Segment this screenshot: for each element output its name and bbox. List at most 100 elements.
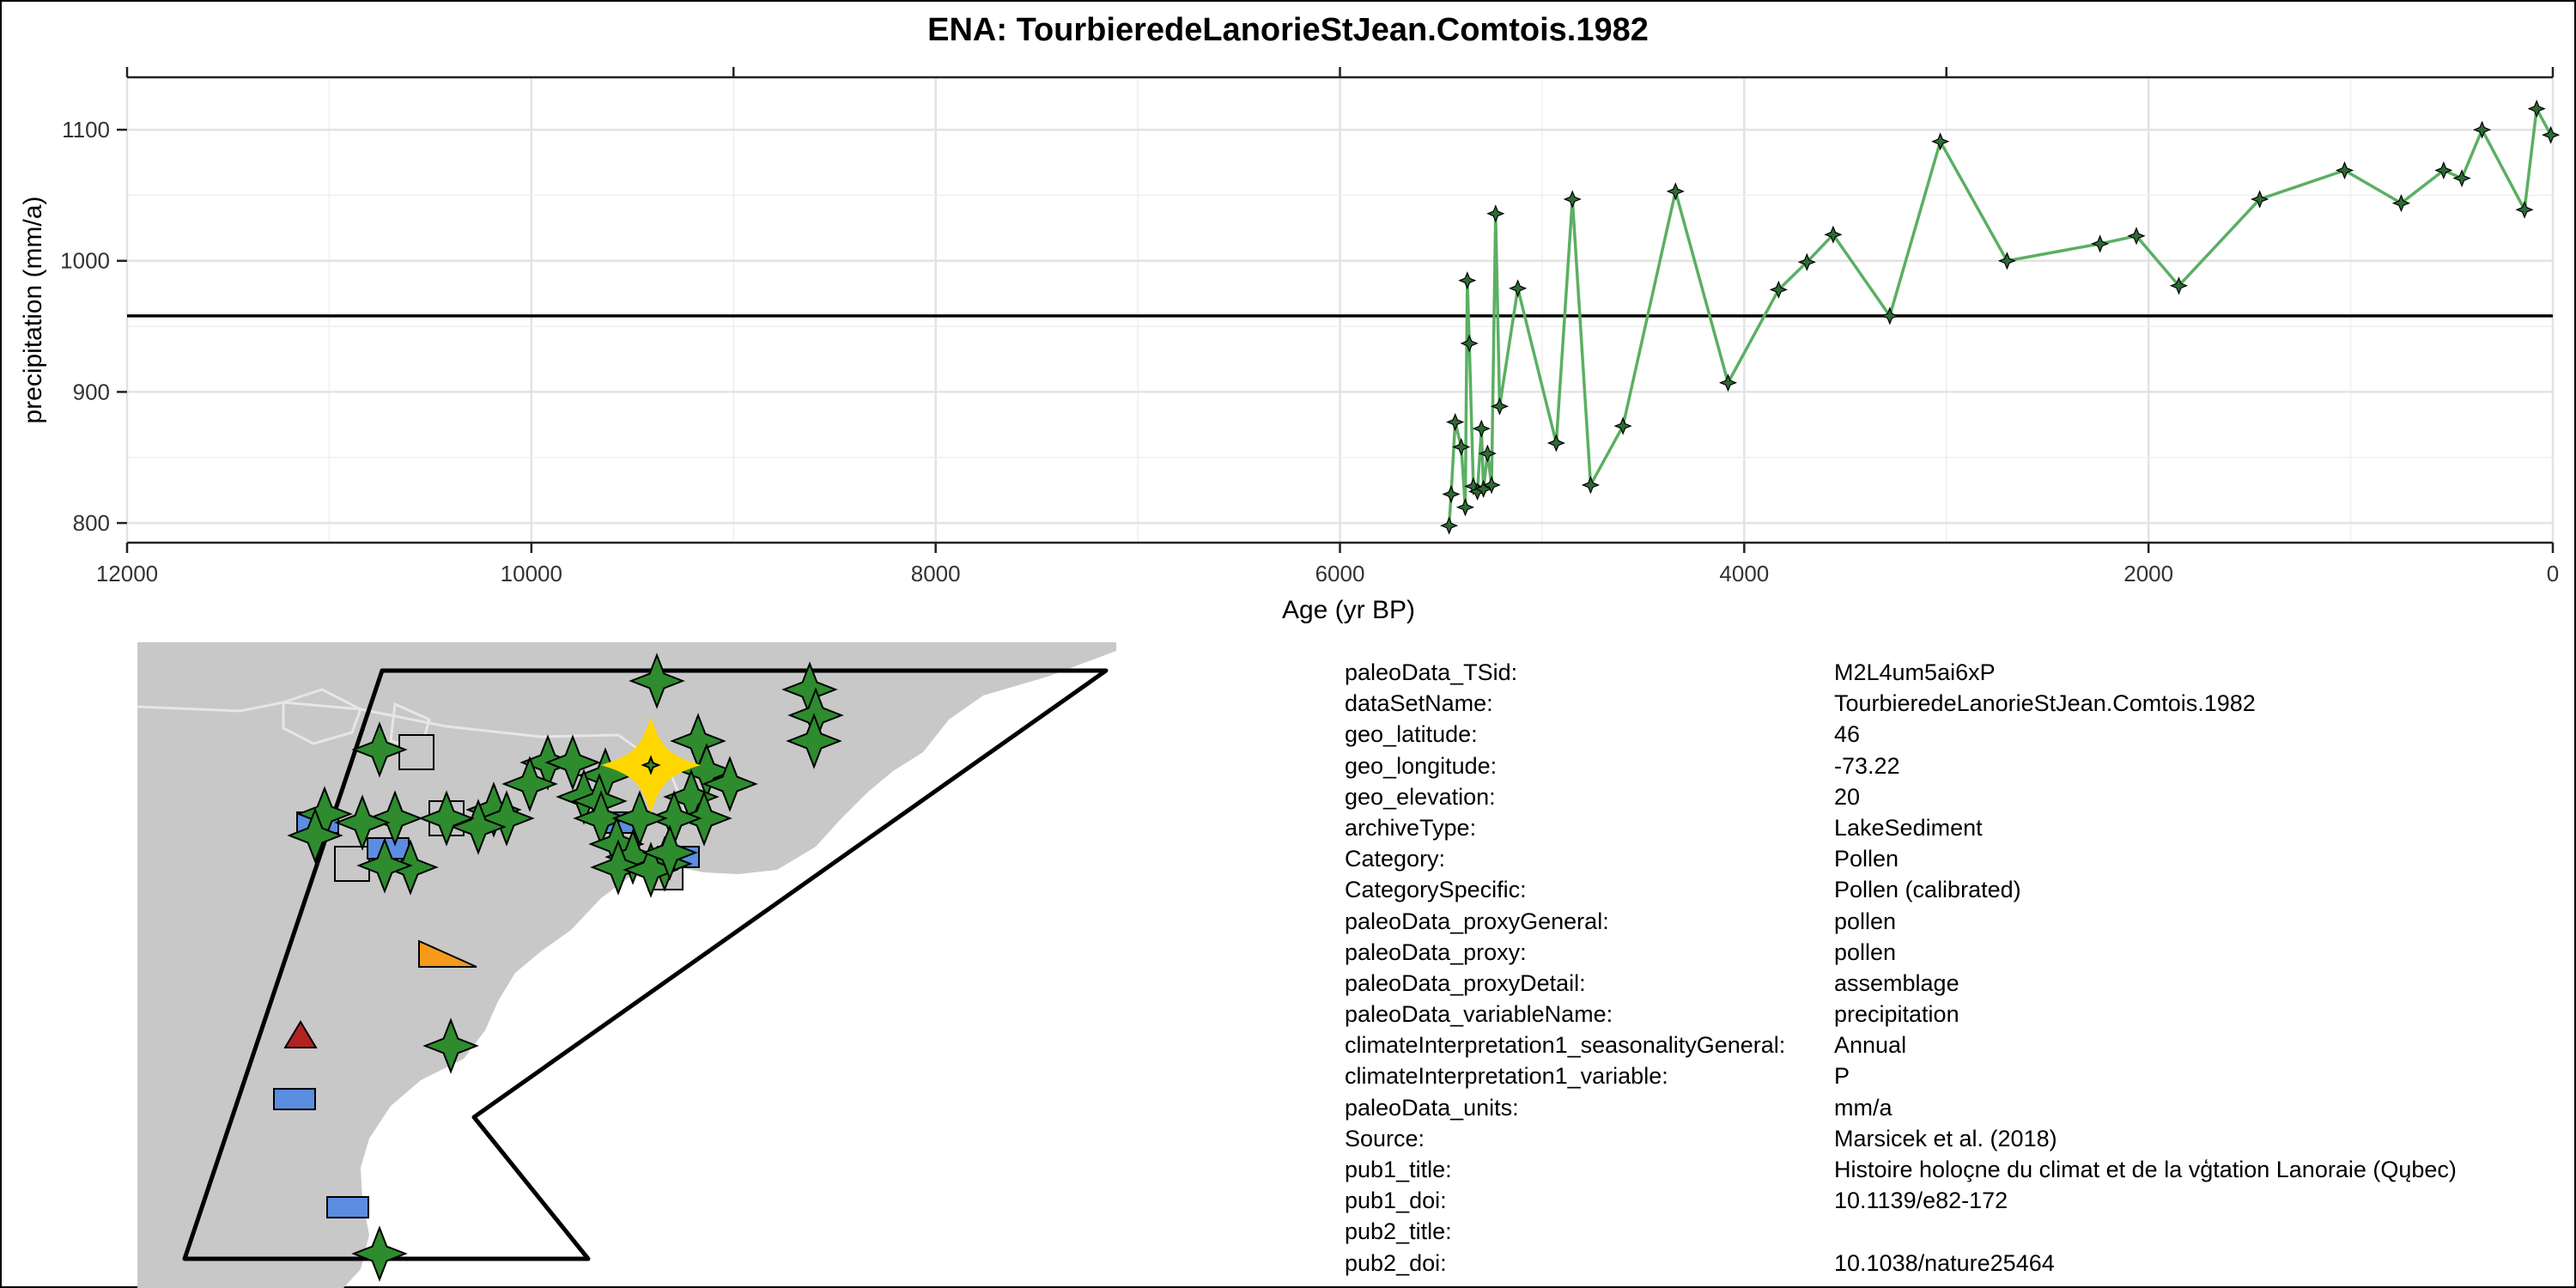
info-key: Category: [1345, 846, 1446, 872]
pollen-site-marker [356, 837, 413, 894]
lake-site-marker [326, 1196, 369, 1218]
data-point [1486, 204, 1505, 223]
data-point [1440, 516, 1459, 535]
info-value: Pollen [1834, 846, 1899, 872]
info-row: archiveType: LakeSediment [1345, 812, 2564, 843]
data-point [1472, 419, 1491, 438]
info-row: paleoData_proxyGeneral: pollen [1345, 906, 2564, 937]
info-key: dataSetName: [1345, 690, 1493, 717]
info-value: M2L4um5ai6xP [1834, 659, 1996, 685]
data-point [2527, 100, 2546, 118]
info-value: pollen [1834, 908, 1897, 934]
data-point [1452, 437, 1471, 457]
info-key: pub2_title: [1345, 1218, 1452, 1245]
info-key: paleoData_proxy: [1345, 939, 1527, 965]
data-point [2127, 227, 2146, 246]
x-axis-label: Age (yr BP) [1282, 596, 1415, 624]
info-key: paleoData_proxyGeneral: [1345, 908, 1609, 934]
info-key: archiveType: [1345, 814, 1477, 841]
x-tick-label: 12000 [96, 561, 158, 586]
y-axis-label: precipitation (mm/a) [19, 196, 47, 423]
pollen-site-marker [334, 794, 391, 851]
x-tick-label: 4000 [1719, 561, 1769, 586]
grid [125, 77, 2555, 543]
pollen-site-marker [287, 807, 343, 864]
info-value: LakeSediment [1834, 814, 1983, 841]
x-tick-label: 6000 [1315, 561, 1365, 586]
data-point [2434, 161, 2453, 179]
other-site-marker [398, 734, 434, 770]
data-point [1613, 416, 1632, 435]
data-point [1474, 479, 1493, 498]
pollen-site-marker [478, 790, 535, 847]
data-point [1718, 374, 1738, 392]
info-row: pub1_doi: 10.1139/e82-172 [1345, 1185, 2564, 1216]
info-key: geo_elevation: [1345, 783, 1496, 810]
info-key: climateInterpretation1_seasonalityGenera… [1345, 1032, 1786, 1059]
region-boundary [182, 668, 1109, 1261]
lake-site-marker [273, 1088, 316, 1110]
data-point [2452, 168, 2471, 188]
x-tick-label: 0 [2547, 561, 2559, 586]
data-point [1546, 434, 1565, 453]
metadata-table: paleoData_TSid: M2L4um5ai6xP dataSetName: T… [1345, 657, 2564, 1279]
axes [117, 67, 2555, 553]
info-value: P [1834, 1063, 1850, 1090]
data-point [1442, 484, 1461, 504]
wedge-site-marker [418, 939, 477, 968]
pollen-site-marker [544, 734, 601, 791]
data-point [2542, 125, 2561, 144]
pollen-site-marker [351, 1225, 408, 1282]
info-key: geo_longitude: [1345, 752, 1498, 779]
data-point [2251, 190, 2269, 209]
info-key: pub2_doi: [1345, 1249, 1447, 1276]
data-point [1460, 334, 1479, 353]
pollen-site-marker [367, 790, 423, 847]
info-key: Source: [1345, 1125, 1425, 1151]
pollen-site-marker [351, 721, 408, 778]
info-row: climateInterpretation1_variable: P [1345, 1060, 2564, 1091]
info-row: geo_longitude: -73.22 [1345, 750, 2564, 781]
data-point [2473, 120, 2492, 139]
x-tick-label: 8000 [911, 561, 961, 586]
info-row: paleoData_proxy: pollen [1345, 937, 2564, 968]
data-point [1490, 397, 1510, 416]
info-value: mm/a [1834, 1094, 1893, 1121]
info-value: pollen [1834, 939, 1897, 965]
data-point [2335, 161, 2354, 179]
data-point [1482, 476, 1501, 495]
chart-area: 12000 10000 8000 6000 4000 2000 0 800 900 1000 110… [19, 67, 2561, 624]
data-point [2515, 200, 2534, 219]
pollen-site-marker [629, 653, 685, 709]
data-point [1458, 271, 1477, 290]
info-value: 10.1139/e82-172 [1834, 1188, 2008, 1214]
pollen-site-marker [786, 713, 842, 769]
info-key: pub1_doi: [1345, 1188, 1447, 1214]
y-tick-label: 1100 [62, 117, 110, 143]
info-value: assemblage [1834, 969, 1959, 996]
info-row: CategorySpecific: Pollen (calibrated) [1345, 874, 2564, 905]
site-map [137, 642, 1116, 1288]
data-point [1455, 498, 1475, 517]
pollen-site-marker [676, 790, 732, 847]
chart-title: ENA: TourbieredeLanorieStJean.Comtois.19… [927, 12, 1649, 48]
data-point [2091, 234, 2110, 253]
info-row: Source: Marsicek et al. (2018) [1345, 1123, 2564, 1154]
info-row: climateInterpretation1_seasonalityGenera… [1345, 1030, 2564, 1060]
info-row: pub2_title: [1345, 1216, 2564, 1247]
data-point [1666, 182, 1685, 201]
info-key: paleoData_TSid: [1345, 659, 1518, 685]
data-point [1824, 225, 1843, 244]
info-key: paleoData_units: [1345, 1094, 1519, 1121]
data-point [1563, 190, 1582, 209]
info-key: pub1_title: [1345, 1157, 1452, 1182]
x-tick-label: 10000 [501, 561, 562, 586]
info-row: paleoData_proxyDetail: assemblage [1345, 968, 2564, 999]
info-value: precipitation [1834, 1001, 1959, 1028]
info-key: paleoData_variableName: [1345, 1001, 1613, 1028]
info-value: 46 [1834, 721, 1861, 748]
info-row: geo_elevation: 20 [1345, 781, 2564, 812]
pollen-site-marker [641, 824, 698, 881]
pollen-site-marker [501, 756, 558, 812]
data-point [1931, 132, 1950, 151]
